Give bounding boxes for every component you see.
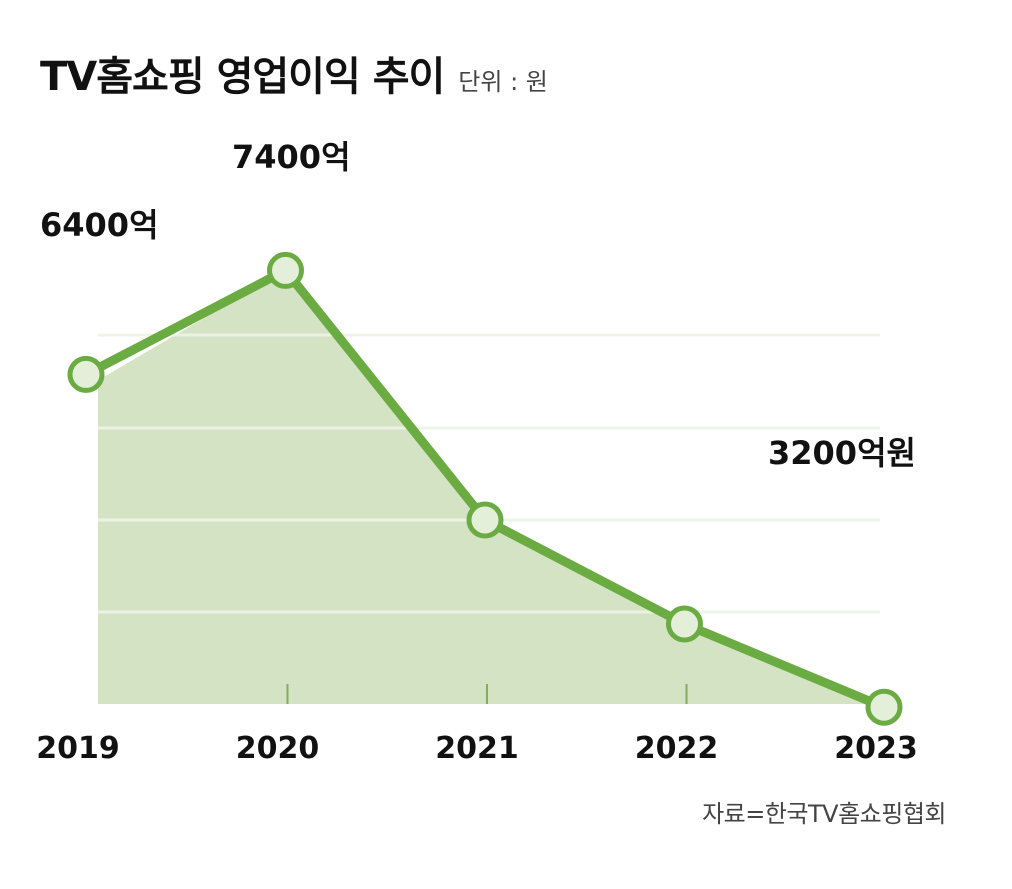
source-note: 자료=한국TV홈쇼핑협회 — [702, 800, 946, 828]
x-label-2022: 2022 — [635, 731, 719, 766]
x-axis-ticks — [286, 684, 688, 704]
data-point-2021 — [466, 501, 504, 539]
area-fill — [98, 270, 880, 708]
chart-title: TV홈쇼핑 영업이익 추이 — [40, 54, 445, 100]
data-labels: 6400억 7400억 3200억원 — [40, 138, 916, 472]
data-label-2019: 6400억 — [40, 206, 159, 244]
x-label-2019: 2019 — [36, 731, 120, 766]
x-axis-labels: 2019 2020 2021 2022 2023 — [36, 731, 918, 766]
data-point-2019 — [67, 355, 105, 393]
x-label-2023: 2023 — [834, 731, 918, 766]
data-point-2020 — [267, 251, 304, 289]
data-point-2022 — [666, 605, 703, 643]
area-fill-layer — [98, 270, 880, 708]
x-label-2020: 2020 — [236, 731, 320, 766]
data-label-2023: 3200억원 — [768, 434, 916, 472]
data-markers — [67, 251, 903, 726]
unit-label: 단위 : 원 — [458, 68, 548, 96]
x-label-2021: 2021 — [435, 731, 519, 766]
data-point-2023 — [865, 688, 903, 726]
title-row: TV홈쇼핑 영업이익 추이 단위 : 원 — [40, 44, 548, 102]
data-label-2020: 7400억 — [232, 138, 351, 176]
